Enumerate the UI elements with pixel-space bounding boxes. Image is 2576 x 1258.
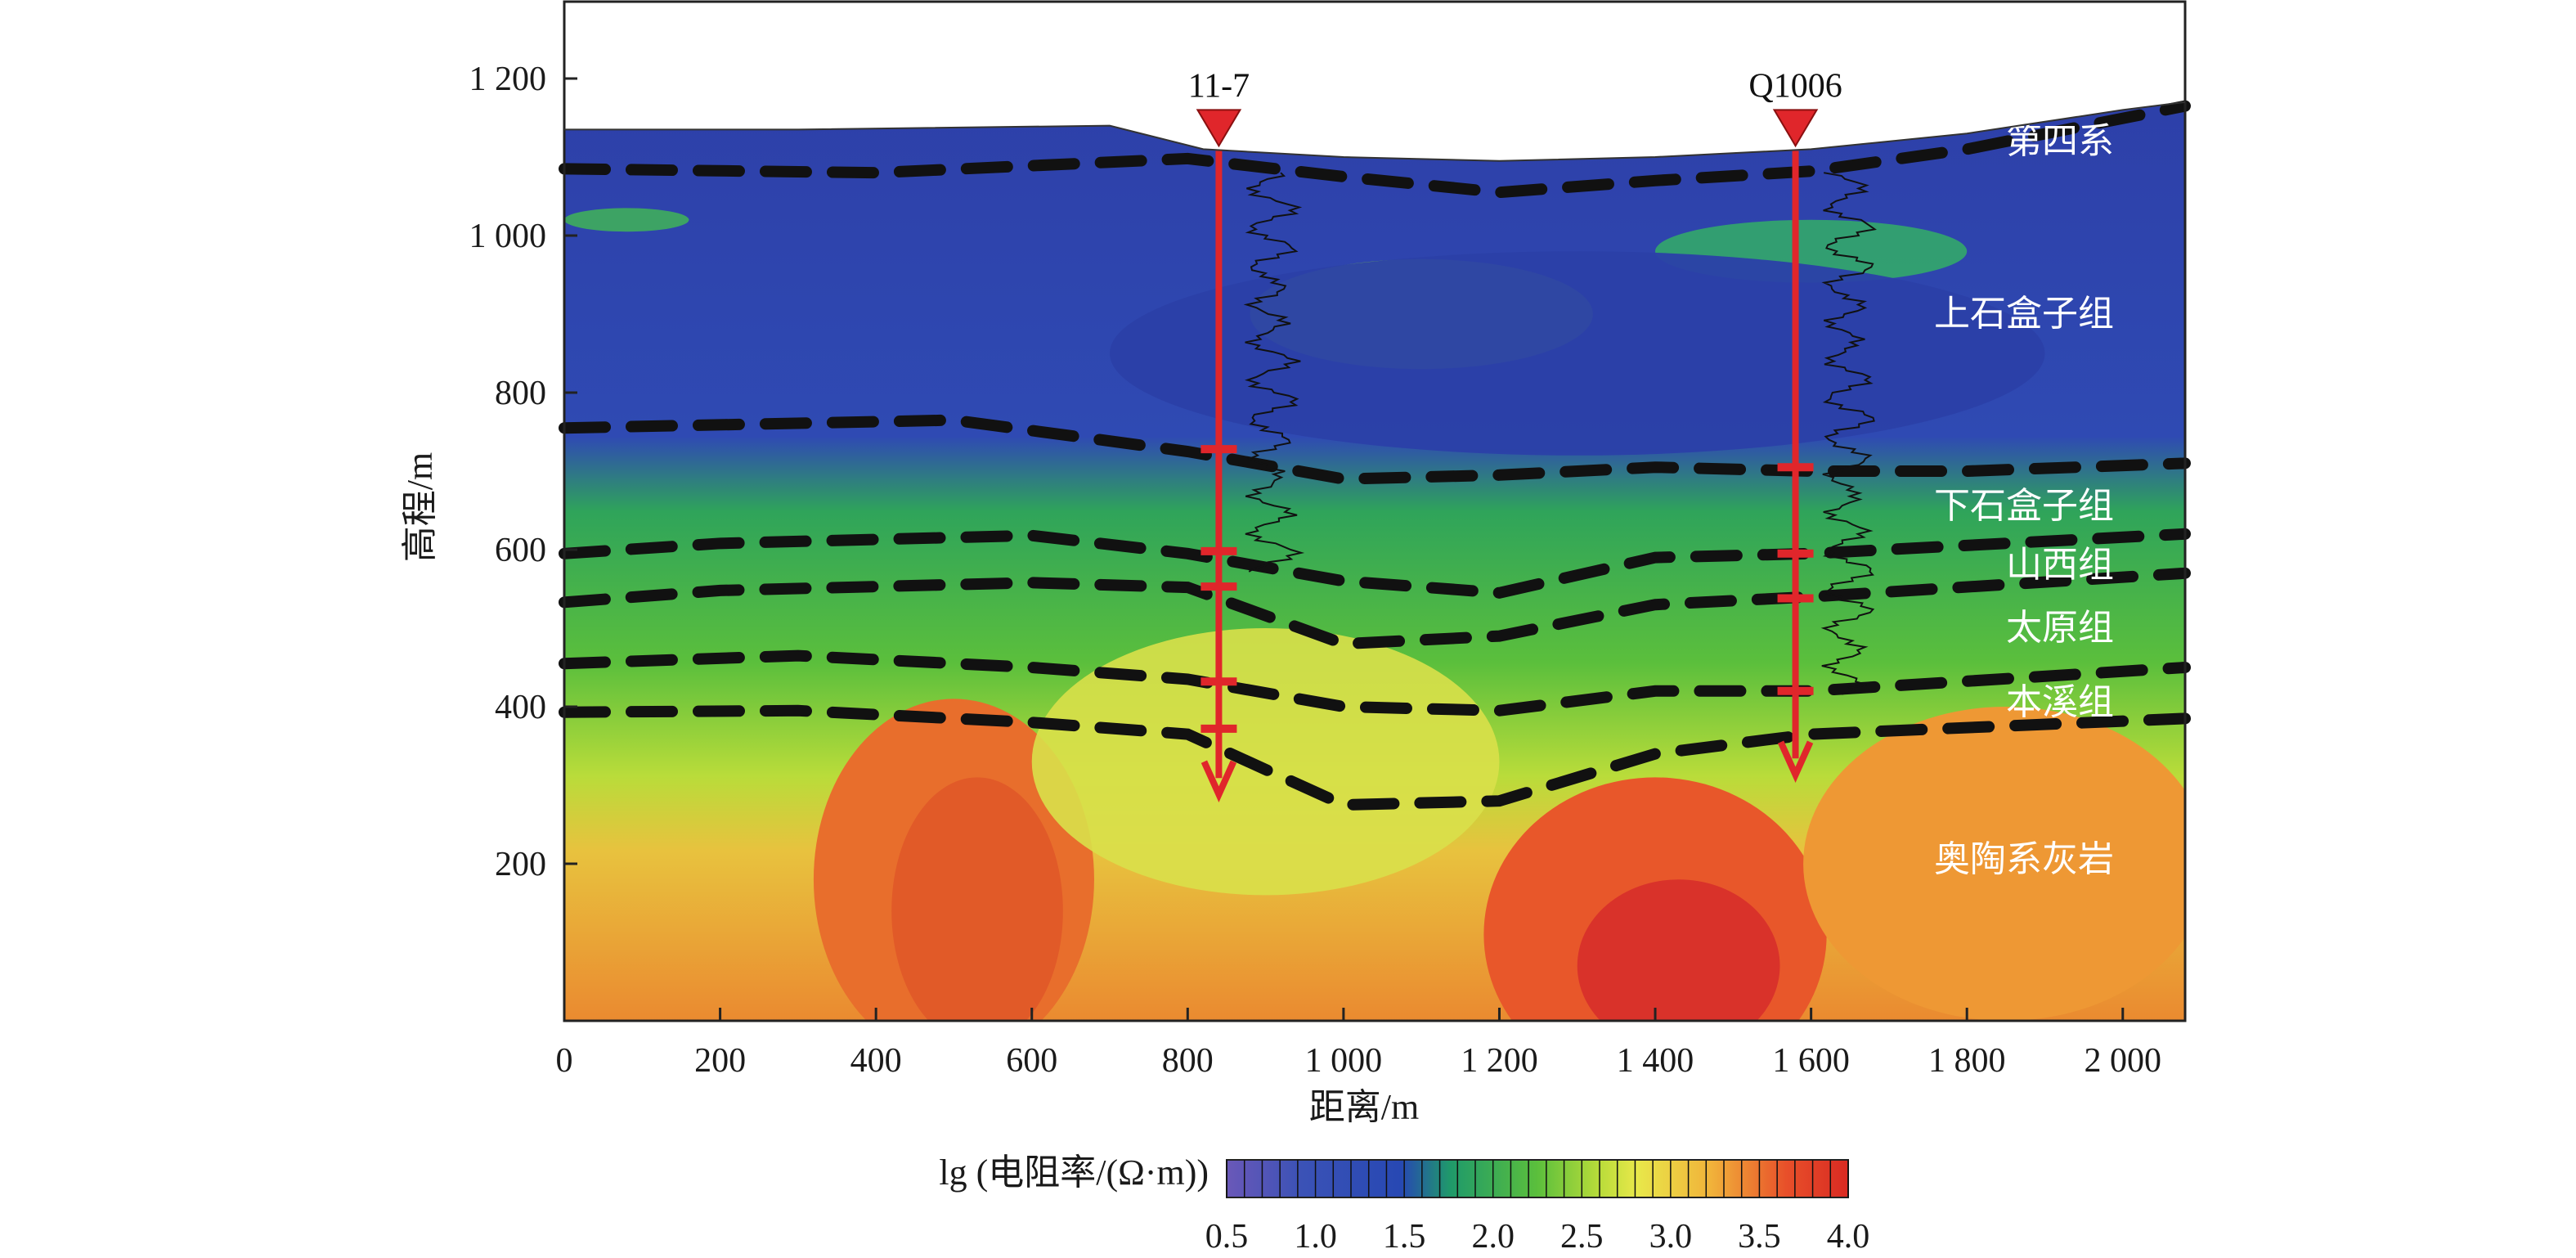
- well-log-trace: [1243, 172, 1305, 573]
- x-tick-label: 600: [1006, 1042, 1057, 1080]
- formation-label: 奥陶系灰岩: [1934, 838, 2114, 880]
- y-tick-label: 600: [495, 532, 546, 569]
- y-tick-label: 1 200: [469, 61, 547, 98]
- resistivity-field: [564, 101, 2185, 1021]
- well-label: Q1006: [1748, 67, 1842, 105]
- well-triangle-icon: [1196, 109, 1242, 148]
- well-11-7: 11-7: [1188, 67, 1305, 802]
- boundary-line-3: [559, 528, 2191, 599]
- boundary-line-4: [559, 567, 2191, 650]
- colorbar-ticks: 0.5 1.0 1.5 2.0 2.5 3.0 3.5 4.0: [1205, 1160, 1870, 1256]
- green-anomaly-left: [564, 208, 689, 232]
- well-arrow: [1777, 740, 1814, 783]
- colorbar-tick-label: 0.5: [1205, 1218, 1249, 1256]
- x-tick-label: 0: [556, 1042, 573, 1080]
- orange-zone-right: [1803, 707, 2185, 1021]
- well-triangle-icon: [1772, 109, 1819, 148]
- y-tick-label: 200: [495, 846, 546, 883]
- colorbar-title: lg (电阻率/(Ω·m)): [939, 1152, 1209, 1193]
- colorbar-tick-label: 4.0: [1827, 1218, 1870, 1256]
- well-log-trace: [1820, 172, 1877, 695]
- x-axis-title: 距离/m: [1309, 1087, 1419, 1127]
- x-tick-label: 2 000: [2085, 1042, 2162, 1080]
- red-anomaly-right-core: [1577, 879, 1780, 1021]
- red-anomaly-left-core: [891, 777, 1063, 1021]
- colorbar-tick-label: 2.5: [1560, 1218, 1604, 1256]
- surface-line: [564, 101, 2186, 162]
- plot-frame: [563, 0, 2187, 1022]
- colorbar: lg (电阻率/(Ω·m)) 0.5 1.0 1.5 2.0 2.5 3.0 3.5 4.0: [939, 1152, 1869, 1256]
- yellow-zone-mid: [1031, 628, 1500, 896]
- formation-label: 山西组: [2006, 544, 2114, 586]
- y-tick-label: 800: [495, 375, 546, 412]
- x-tick-label: 800: [1162, 1042, 1214, 1080]
- well-arrow: [1200, 760, 1237, 802]
- x-tick-label: 1 400: [1617, 1042, 1694, 1080]
- y-tick-label: 1 000: [469, 218, 547, 255]
- x-tick-label: 1 000: [1305, 1042, 1383, 1080]
- x-tick-label: 1 600: [1772, 1042, 1850, 1080]
- formation-label: 第四系: [2006, 120, 2114, 162]
- x-tick-label: 400: [850, 1042, 902, 1080]
- colorbar-tick-label: 1.0: [1294, 1218, 1337, 1256]
- x-tick-label: 200: [694, 1042, 746, 1080]
- formation-label: 太原组: [2006, 607, 2114, 649]
- colorbar-tick-label: 1.5: [1383, 1218, 1426, 1256]
- colorbar-tick-label: 2.0: [1471, 1218, 1515, 1256]
- boundary-line-6: [559, 704, 2191, 811]
- y-axis-title: 高程/m: [400, 452, 440, 562]
- formation-label: 下石盒子组: [1934, 485, 2114, 527]
- blue-zone-center: [1110, 251, 2045, 456]
- y-tick-label: 400: [495, 689, 546, 726]
- formation-label: 本溪组: [2006, 681, 2114, 723]
- colorbar-gradient: [1226, 1159, 1849, 1198]
- x-tick-label: 1 800: [1928, 1042, 2006, 1080]
- colorbar-tick-label: 3.5: [1738, 1218, 1781, 1256]
- boundary-line-2: [559, 414, 2191, 485]
- well-Q1006: Q1006: [1748, 67, 1877, 783]
- formation-label: 上石盒子组: [1934, 293, 2114, 335]
- x-tick-label: 1 200: [1461, 1042, 1538, 1080]
- formation-boundaries: [559, 100, 2191, 811]
- boundary-line-5: [559, 649, 2191, 717]
- y-axis: 200 400 600 800 1 000 1 200: [469, 61, 577, 883]
- x-axis: 0 200 400 600 800 1 000 1 200 1 400 1 600 1 800 2 …: [556, 1008, 2162, 1080]
- boundary-line-1: [559, 100, 2191, 199]
- well-label: 11-7: [1188, 67, 1250, 105]
- wells: 11-7 Q1006: [1188, 67, 1877, 802]
- colorbar-tick-label: 3.0: [1649, 1218, 1693, 1256]
